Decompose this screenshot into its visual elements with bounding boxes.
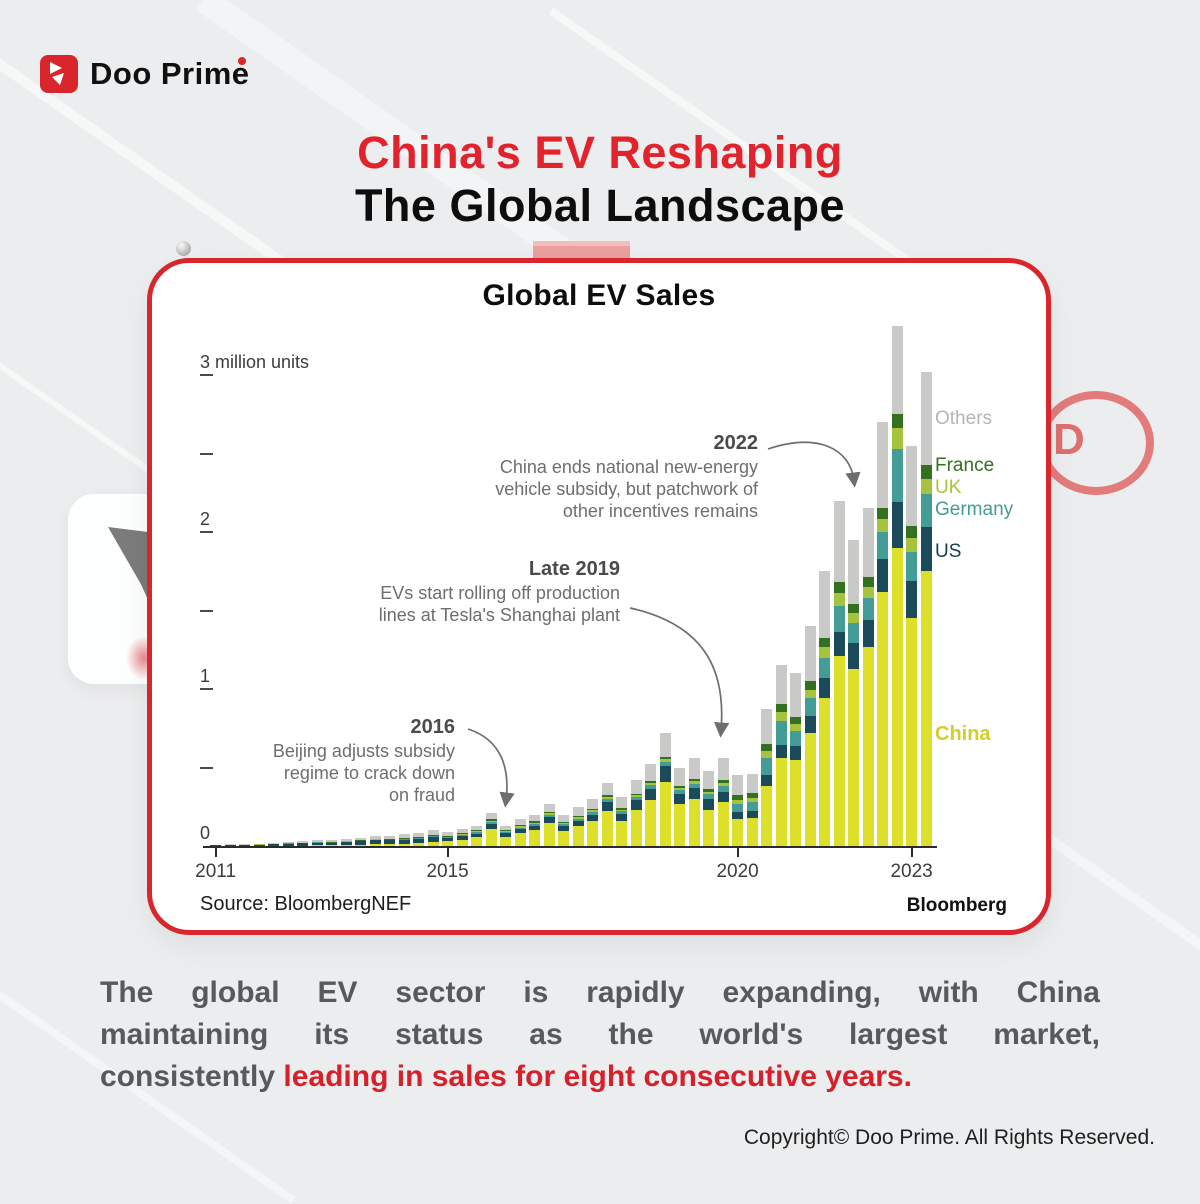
source-label: Source: BloombergNEF — [200, 893, 411, 916]
body-line3: consistently leading in sales for eight … — [100, 1056, 1100, 1098]
body-line1: The global EV sector is rapidly expandin… — [100, 972, 1100, 1014]
copyright-text: Copyright© Doo Prime. All Rights Reserve… — [555, 1126, 1155, 1150]
brand-logo-text: Doo Prime — [90, 56, 250, 92]
bg-red-box-decor — [533, 241, 630, 259]
logo-i-dot — [238, 57, 246, 65]
page-title-line1: China's EV Reshaping — [150, 126, 1050, 179]
bg-faded-d-letter: D — [1053, 415, 1085, 465]
arrow-2016 — [468, 729, 507, 801]
body-paragraph: The global EV sector is rapidly expandin… — [100, 972, 1100, 1098]
pin-sphere-decor — [176, 241, 191, 256]
brand-logo: Doo Prime — [40, 52, 250, 96]
arrow-2022 — [768, 442, 854, 481]
page-title: China's EV Reshaping The Global Landscap… — [150, 126, 1050, 232]
body-line3-gray: consistently — [100, 1060, 283, 1093]
body-line3-red-highlight: leading in sales for eight consecutive y… — [283, 1060, 912, 1093]
arrow-late-2019 — [630, 608, 722, 731]
annotation-arrows — [152, 263, 1046, 930]
page-title-line2: The Global Landscape — [150, 179, 1050, 232]
body-line2: maintaining its status as the world's la… — [100, 1014, 1100, 1056]
bloomberg-attribution: Bloomberg — [835, 895, 1007, 917]
doo-prime-logo-icon — [40, 55, 78, 93]
